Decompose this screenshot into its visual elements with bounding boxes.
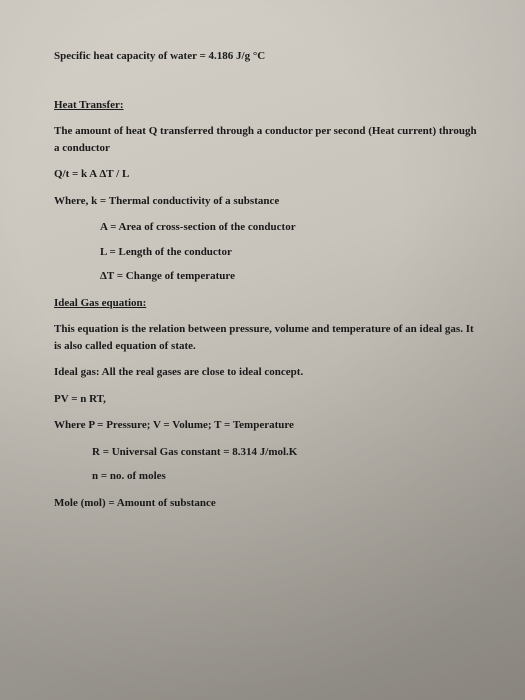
heat-def-dt: ΔT = Change of temperature bbox=[54, 268, 483, 285]
heat-transfer-where: Where, k = Thermal conductivity of a sub… bbox=[54, 193, 483, 210]
ideal-gas-where: Where P = Pressure; V = Volume; T = Temp… bbox=[54, 417, 483, 434]
ideal-gas-note: Ideal gas: All the real gases are close … bbox=[54, 364, 483, 381]
gas-def-n: n = no. of moles bbox=[54, 468, 483, 485]
heat-transfer-title: Heat Transfer: bbox=[54, 97, 483, 114]
ideal-gas-title: Ideal Gas equation: bbox=[54, 295, 483, 312]
ideal-gas-formula: PV = n RT, bbox=[54, 391, 483, 408]
heat-def-a: A = Area of cross-section of the conduct… bbox=[54, 219, 483, 236]
spacer bbox=[54, 75, 483, 97]
specific-heat-line: Specific heat capacity of water = 4.186 … bbox=[54, 48, 483, 65]
mole-def: Mole (mol) = Amount of substance bbox=[54, 495, 483, 512]
ideal-gas-desc: This equation is the relation between pr… bbox=[54, 321, 483, 354]
heat-transfer-formula: Q/t = k A ΔT / L bbox=[54, 166, 483, 183]
gas-def-r: R = Universal Gas constant = 8.314 J/mol… bbox=[54, 444, 483, 461]
heat-def-l: L = Length of the conductor bbox=[54, 244, 483, 261]
page-content: Specific heat capacity of water = 4.186 … bbox=[0, 0, 525, 511]
heat-transfer-desc: The amount of heat Q transferred through… bbox=[54, 123, 483, 156]
